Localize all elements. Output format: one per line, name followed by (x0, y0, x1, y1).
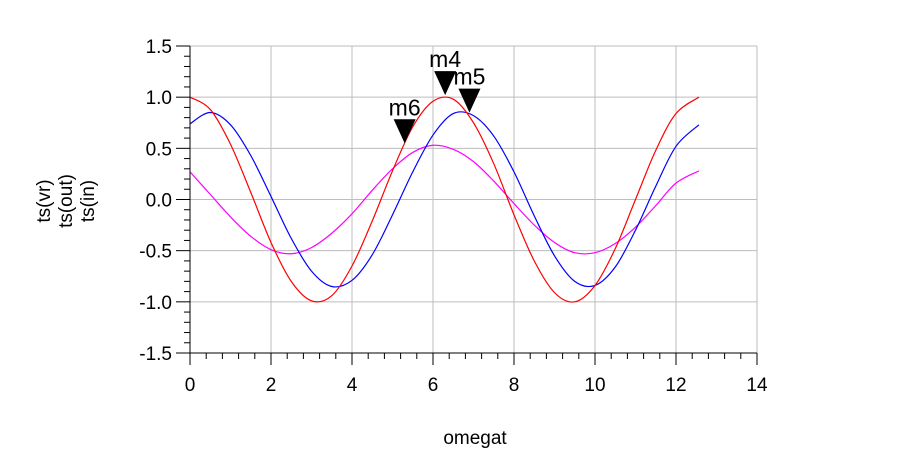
x-axis-title: omegat (443, 428, 507, 449)
y-tick-label: 1.5 (146, 37, 172, 58)
x-tick-label: 12 (665, 375, 686, 396)
y-tick-label: 0.0 (146, 191, 172, 212)
y-tick-label: -1.0 (139, 293, 172, 314)
x-tick-label: 8 (509, 375, 520, 396)
series-line-1 (189, 111, 700, 288)
axes (176, 45, 758, 365)
x-tick-label: 14 (746, 375, 768, 396)
series-line-0 (189, 144, 700, 255)
marker-m5 (458, 88, 481, 113)
x-tick-label: 2 (266, 375, 277, 396)
marker-label-m4: m4 (429, 46, 461, 72)
y-tick-label: 1.0 (146, 88, 172, 109)
x-tick-label: 4 (347, 375, 358, 396)
grid-lines (189, 45, 758, 354)
y-axis-titles: ts(vr) ts(out) ts(in) (34, 174, 99, 228)
y-axis-title-vr: ts(vr) (34, 179, 55, 222)
y-axis-title-out: ts(out) (56, 174, 77, 228)
series-lines (189, 96, 700, 303)
series-line-2 (189, 96, 700, 303)
y-tick-label: 0.5 (146, 139, 172, 160)
x-tick-label: 6 (428, 375, 439, 396)
y-tick-label: -1.5 (139, 344, 172, 365)
x-tick-label: 0 (185, 375, 196, 396)
marker-m4 (434, 71, 457, 96)
x-tick-label: 10 (584, 375, 605, 396)
marker-label-m5: m5 (453, 64, 485, 90)
marker-m6 (393, 119, 416, 144)
tick-labels: 0 2 4 6 8 10 12 14 1.5 1.0 0.5 0.0 -0.5 -1.0 -1.5 (139, 37, 768, 396)
marker-label-m6: m6 (389, 94, 421, 120)
y-tick-label: -0.5 (139, 242, 172, 263)
y-axis-title-in: ts(in) (78, 180, 99, 222)
